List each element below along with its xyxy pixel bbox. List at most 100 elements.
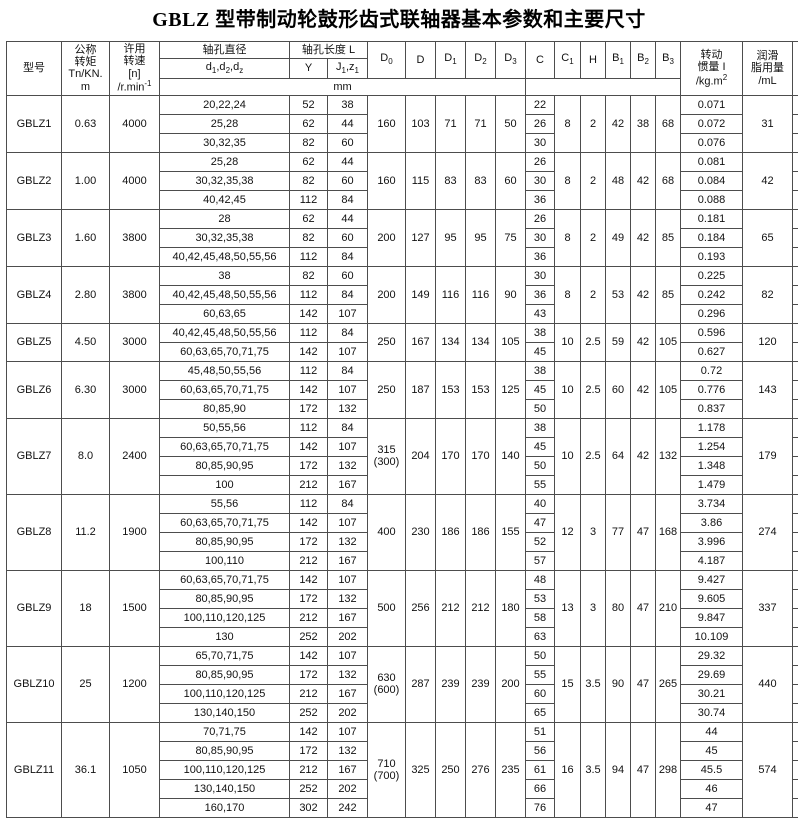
cell-bore-length-j: 167 [327, 607, 368, 628]
cell-B2: 47 [630, 645, 656, 723]
cell-bore-length-y: 252 [289, 778, 328, 799]
cell-mass: 15.1 [792, 208, 798, 229]
cell-mass: 59.8 [792, 436, 798, 457]
cell-speed: 2400 [109, 417, 160, 495]
cell-D3: 75 [495, 208, 526, 267]
cell-C: 36 [525, 246, 555, 267]
cell-grease: 120 [742, 322, 793, 362]
header-D: D [405, 41, 436, 79]
cell-C: 60 [525, 683, 555, 704]
cell-C: 26 [525, 208, 555, 229]
cell-bore-length-y: 212 [289, 607, 328, 628]
cell-bore-diameter: 45,48,50,55,56 [159, 360, 290, 381]
table-row: GBLZ10 25 1200 65,70,71,75 142 107 630 (600) 287… [6, 645, 798, 723]
cell-bore-length-j: 107 [327, 512, 368, 533]
cell-D: 204 [405, 417, 436, 495]
cell-C: 38 [525, 417, 555, 438]
cell-torque: 1.00 [61, 151, 110, 210]
cell-D3: 140 [495, 417, 526, 495]
cell-C: 58 [525, 607, 555, 628]
cell-torque: 4.50 [61, 322, 110, 362]
cell-B1: 48 [605, 151, 631, 210]
cell-C: 22 [525, 94, 555, 115]
cell-bore-length-j: 107 [327, 303, 368, 324]
cell-D2: 239 [465, 645, 496, 723]
cell-B2: 42 [630, 208, 656, 267]
table-row: GBLZ7 8.0 2400 50,55,56 112 84 315 (300) 204 170 1… [6, 417, 798, 495]
cell-bore-length-y: 142 [289, 303, 328, 324]
cell-C1: 15 [554, 645, 581, 723]
cell-D2: 153 [465, 360, 496, 419]
cell-inertia: 0.596 [680, 322, 743, 343]
cell-inertia: 3.996 [680, 531, 743, 552]
cell-B3: 85 [655, 265, 681, 324]
header-B3: B3 [655, 41, 681, 79]
cell-mass: 117 [792, 550, 798, 571]
cell-D1: 170 [435, 417, 466, 495]
cell-D2: 134 [465, 322, 496, 362]
cell-mass: 18.8 [792, 246, 798, 267]
cell-bore-diameter: 20,22,24 [159, 94, 290, 115]
cell-D1: 153 [435, 360, 466, 419]
cell-D: 230 [405, 493, 436, 571]
cell-model: GBLZ5 [6, 322, 62, 362]
cell-bore-length-y: 252 [289, 702, 328, 723]
header-H: H [580, 41, 606, 79]
cell-H: 2.5 [580, 360, 606, 419]
cell-B1: 60 [605, 360, 631, 419]
cell-mass: 16.3 [792, 227, 798, 248]
cell-C1: 8 [554, 94, 581, 153]
cell-bore-diameter: 55,56 [159, 493, 290, 514]
cell-bore-diameter: 80,85,90,95 [159, 664, 290, 685]
cell-C: 30 [525, 227, 555, 248]
cell-inertia: 0.181 [680, 208, 743, 229]
cell-C: 63 [525, 626, 555, 647]
cell-B2: 47 [630, 569, 656, 647]
cell-bore-length-y: 112 [289, 189, 328, 210]
cell-model: GBLZ8 [6, 493, 62, 571]
cell-inertia: 0.081 [680, 151, 743, 172]
header-C: C [525, 41, 555, 79]
cell-C1: 10 [554, 360, 581, 419]
cell-bore-diameter: 60,63,65,70,71,75 [159, 379, 290, 400]
cell-bore-length-y: 82 [289, 265, 328, 286]
header-C1: C1 [554, 41, 581, 79]
cell-bore-diameter: 100,110 [159, 550, 290, 571]
cell-inertia: 0.627 [680, 341, 743, 362]
cell-bore-length-j: 38 [327, 94, 368, 115]
cell-B3: 85 [655, 208, 681, 267]
cell-grease: 82 [742, 265, 793, 324]
cell-D0: 160 [367, 94, 406, 153]
cell-H: 2 [580, 151, 606, 210]
cell-D0: 500 [367, 569, 406, 647]
cell-speed: 1200 [109, 645, 160, 723]
cell-H: 2 [580, 265, 606, 324]
cell-C: 30 [525, 265, 555, 286]
cell-torque: 36.1 [61, 721, 110, 818]
cell-bore-diameter: 25,28 [159, 151, 290, 172]
header-D1: D1 [435, 41, 466, 79]
cell-B1: 90 [605, 645, 631, 723]
cell-bore-length-j: 84 [327, 493, 368, 514]
cell-C: 26 [525, 151, 555, 172]
header-bore-length-J1z1: J1,z1 [327, 57, 368, 79]
cell-inertia: 0.837 [680, 398, 743, 419]
cell-mass: 361 [792, 797, 798, 818]
cell-model: GBLZ7 [6, 417, 62, 495]
cell-bore-diameter: 80,85,90,95 [159, 740, 290, 761]
cell-D1: 134 [435, 322, 466, 362]
header-speed: 许用 转速 [n] /r.min-1 [109, 41, 160, 96]
cell-H: 2.5 [580, 322, 606, 362]
cell-mass: 167 [792, 626, 798, 647]
cell-C1: 10 [554, 417, 581, 495]
cell-torque: 18 [61, 569, 110, 647]
cell-bore-diameter: 100,110,120,125 [159, 683, 290, 704]
cell-inertia: 47 [680, 797, 743, 818]
cell-B2: 38 [630, 94, 656, 153]
